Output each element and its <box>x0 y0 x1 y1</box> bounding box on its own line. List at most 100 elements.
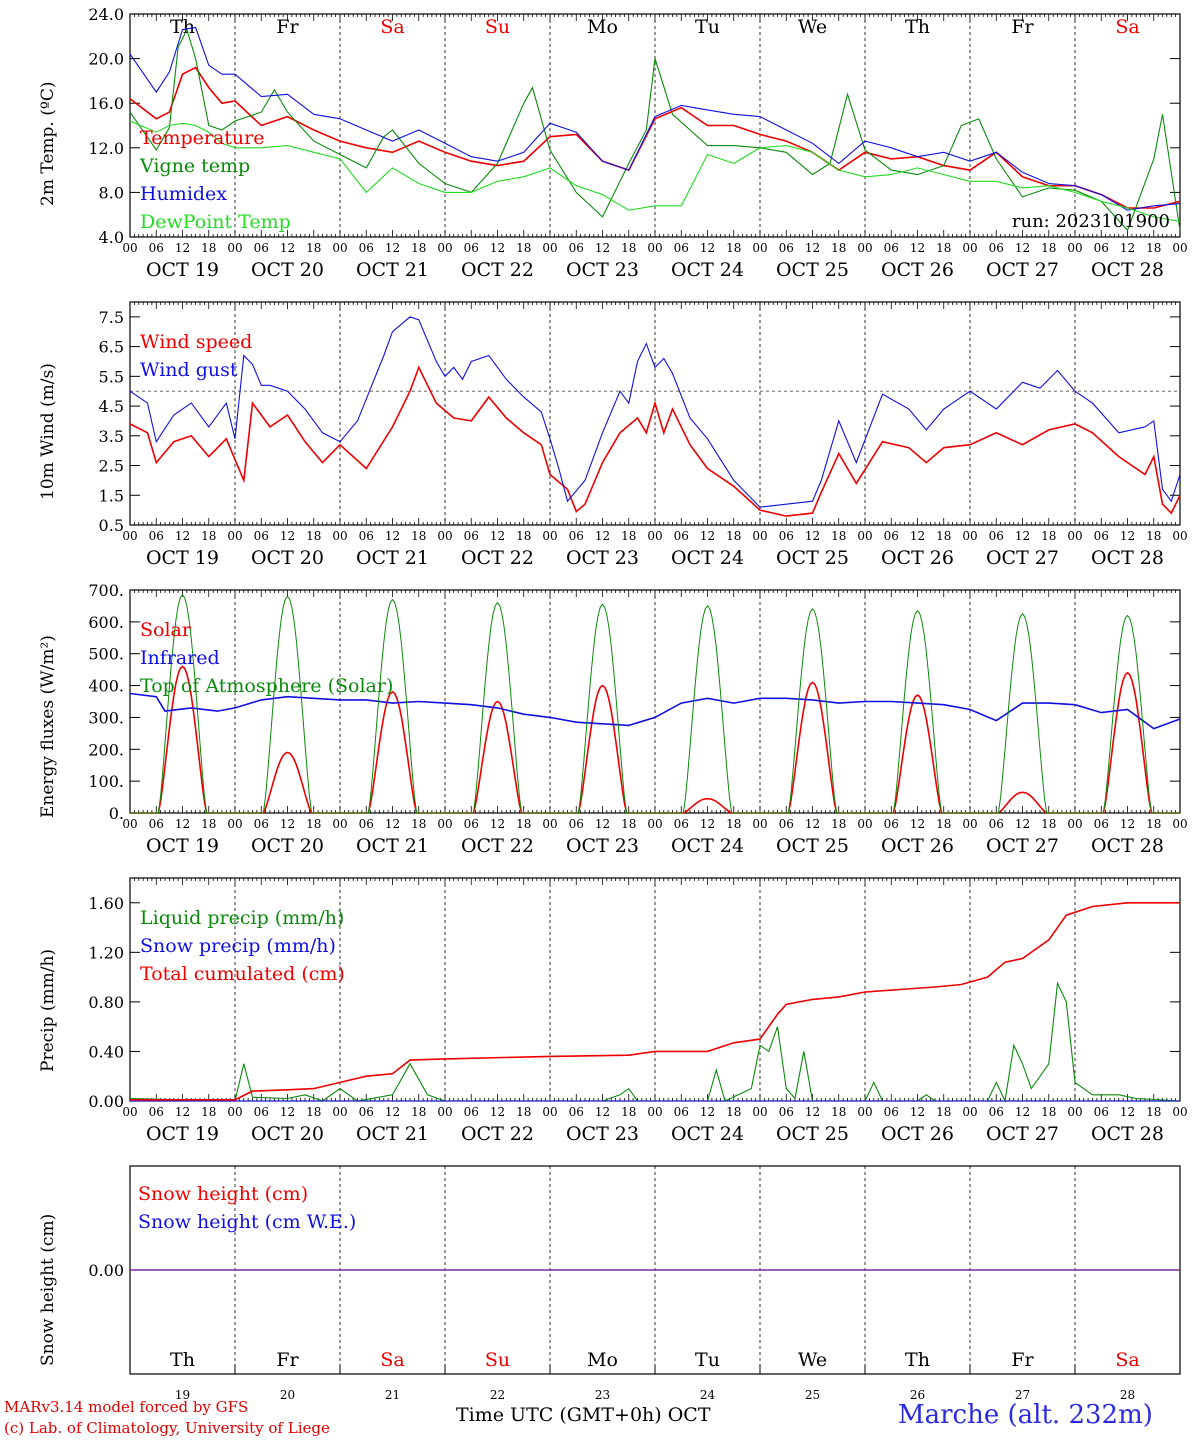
hour-tick-label: 06 <box>779 241 794 255</box>
hour-tick-label: 12 <box>280 817 295 831</box>
date-label: OCT 28 <box>1091 835 1164 857</box>
hour-tick-label: 18 <box>831 817 846 831</box>
hour-tick-label: 18 <box>621 529 636 543</box>
hour-tick-label: 12 <box>805 1105 820 1119</box>
hour-tick-label: 12 <box>1120 817 1135 831</box>
y-tick-label: 7.5 <box>99 308 124 327</box>
date-label: OCT 25 <box>776 547 849 569</box>
time-axis-title: Time UTC (GMT+0h) OCT <box>456 1404 711 1426</box>
weekday-label: Th <box>170 16 195 38</box>
y-tick-label: 1.60 <box>88 894 124 913</box>
date-label: OCT 22 <box>461 835 534 857</box>
hour-tick-label: 18 <box>621 1105 636 1119</box>
hour-tick-label: 12 <box>910 817 925 831</box>
y-tick-label: 6.5 <box>99 338 124 357</box>
hour-tick-label: 06 <box>359 1105 374 1119</box>
y-tick-label: 2.5 <box>99 457 124 476</box>
legend-entry-infrared: Infrared <box>140 647 220 669</box>
station-name: Marche (alt. 232m) <box>898 1400 1153 1430</box>
weekday-label: Tu <box>695 1349 720 1371</box>
hour-tick-label: 18 <box>516 241 531 255</box>
hour-tick-label: 18 <box>411 529 426 543</box>
hour-tick-label: 00 <box>1172 817 1187 831</box>
hour-tick-label: 12 <box>595 529 610 543</box>
hour-tick-label: 12 <box>1120 1105 1135 1119</box>
hour-tick-label: 00 <box>227 1105 242 1119</box>
hour-tick-label: 00 <box>122 529 137 543</box>
hour-tick-label: 00 <box>437 529 452 543</box>
weekday-label: Fr <box>1011 16 1034 38</box>
hour-tick-label: 06 <box>359 241 374 255</box>
hour-tick-label: 06 <box>884 1105 899 1119</box>
weekday-label: Sa <box>380 1349 404 1371</box>
series-line-vigne-temp <box>129 28 1181 232</box>
y-tick-label: 600. <box>88 613 124 632</box>
weekday-label: Fr <box>276 16 299 38</box>
hour-tick-label: 12 <box>385 241 400 255</box>
hour-tick-label: 18 <box>306 241 321 255</box>
hour-tick-label: 12 <box>700 817 715 831</box>
hour-tick-label: 18 <box>1146 529 1161 543</box>
date-label: OCT 27 <box>986 1123 1059 1145</box>
hour-tick-label: 18 <box>726 529 741 543</box>
date-label: OCT 28 <box>1091 259 1164 281</box>
hour-tick-label: 12 <box>175 241 190 255</box>
hour-tick-label: 06 <box>464 1105 479 1119</box>
weekday-label: We <box>798 16 827 38</box>
hour-tick-label: 18 <box>726 1105 741 1119</box>
hour-tick-label: 06 <box>1094 1105 1109 1119</box>
hour-tick-label: 18 <box>201 1105 216 1119</box>
hour-tick-label: 00 <box>962 529 977 543</box>
hour-tick-label: 06 <box>1094 817 1109 831</box>
hour-tick-label: 12 <box>1120 241 1135 255</box>
date-label: OCT 28 <box>1091 1123 1164 1145</box>
date-label: OCT 23 <box>566 259 639 281</box>
day-number-label: 23 <box>595 1388 610 1402</box>
hour-tick-label: 18 <box>831 529 846 543</box>
hour-tick-label: 12 <box>1015 817 1030 831</box>
y-tick-label: 1.5 <box>99 486 124 505</box>
hour-tick-label: 12 <box>805 529 820 543</box>
date-label: OCT 27 <box>986 259 1059 281</box>
hour-tick-label: 00 <box>647 241 662 255</box>
hour-tick-label: 00 <box>122 1105 137 1119</box>
y-tick-label: 0.80 <box>88 993 124 1012</box>
y-tick-label: 0. <box>109 804 124 823</box>
date-label: OCT 24 <box>671 835 744 857</box>
hour-tick-label: 06 <box>989 1105 1004 1119</box>
hour-tick-label: 00 <box>962 817 977 831</box>
weekday-label: Th <box>905 16 930 38</box>
hour-tick-label: 00 <box>857 529 872 543</box>
hour-tick-label: 00 <box>647 1105 662 1119</box>
hour-tick-label: 06 <box>779 1105 794 1119</box>
hour-tick-label: 00 <box>542 817 557 831</box>
hour-tick-label: 18 <box>1041 529 1056 543</box>
hour-tick-label: 18 <box>936 1105 951 1119</box>
hour-tick-label: 06 <box>989 529 1004 543</box>
hour-tick-label: 12 <box>595 817 610 831</box>
hour-tick-label: 00 <box>1067 1105 1082 1119</box>
y-tick-label: 200. <box>88 740 124 759</box>
y-tick-label: 0.5 <box>99 516 124 535</box>
legend-entry-snow-precip-mm-h-: Snow precip (mm/h) <box>140 935 336 957</box>
hour-tick-label: 18 <box>1041 817 1056 831</box>
date-label: OCT 24 <box>671 1123 744 1145</box>
y-tick-label: 400. <box>88 677 124 696</box>
hour-tick-label: 18 <box>1041 1105 1056 1119</box>
hour-tick-label: 18 <box>306 817 321 831</box>
date-label: OCT 27 <box>986 547 1059 569</box>
hour-tick-label: 00 <box>542 529 557 543</box>
date-label: OCT 26 <box>881 259 954 281</box>
series-line-wind-gust <box>129 316 1181 508</box>
date-label: OCT 26 <box>881 547 954 569</box>
date-label: OCT 23 <box>566 835 639 857</box>
plot-frame-flux <box>129 589 1181 814</box>
hour-tick-label: 00 <box>752 1105 767 1119</box>
hour-tick-label: 18 <box>306 529 321 543</box>
date-label: OCT 22 <box>461 1123 534 1145</box>
hour-tick-label: 00 <box>857 817 872 831</box>
date-label: OCT 26 <box>881 835 954 857</box>
y-tick-label: 5.5 <box>99 367 124 386</box>
hour-tick-label: 18 <box>936 241 951 255</box>
hour-tick-label: 06 <box>1094 529 1109 543</box>
